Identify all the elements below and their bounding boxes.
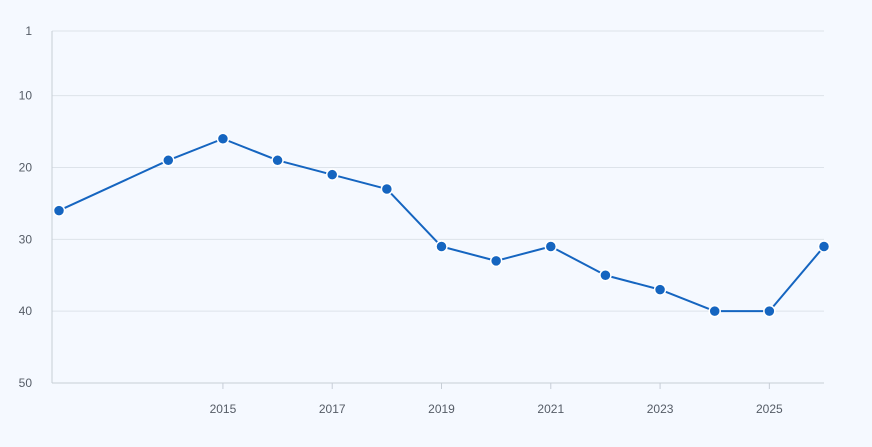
- x-tick-label: 2021: [537, 402, 564, 416]
- axes: [51, 31, 824, 389]
- data-point: [435, 240, 448, 253]
- data-point: [599, 268, 612, 282]
- x-tick-label: 2015: [210, 402, 237, 416]
- grid-lines: [52, 30, 824, 312]
- y-axis-tick-labels: 1 10 20 30 40 50: [19, 24, 33, 390]
- data-point: [271, 154, 284, 167]
- data-point: [544, 240, 558, 253]
- x-tick-label: 2017: [319, 402, 346, 416]
- y-tick-label: 10: [19, 89, 33, 103]
- data-point: [52, 204, 66, 217]
- series-line: [58, 137, 825, 313]
- x-tick-label: 2025: [756, 402, 783, 416]
- x-tick-label: 2019: [428, 402, 455, 416]
- data-point: [489, 254, 503, 268]
- data-point: [325, 168, 339, 181]
- y-tick-label: 50: [19, 376, 33, 390]
- y-tick-label: 40: [19, 304, 33, 318]
- series-0: [52, 132, 831, 318]
- data-point: [763, 304, 776, 318]
- x-tick-label: 2023: [647, 402, 674, 416]
- data-point: [708, 304, 721, 318]
- series: [52, 132, 831, 318]
- y-tick-label: 30: [19, 232, 33, 246]
- data-point: [162, 154, 175, 167]
- y-tick-label: 1: [25, 24, 32, 38]
- x-axis-tick-labels: 2015 2017 2019 2021 2023 2025: [210, 402, 783, 416]
- data-point: [817, 240, 831, 253]
- data-point: [380, 182, 394, 196]
- data-point: [216, 132, 230, 146]
- data-point: [653, 283, 667, 296]
- y-tick-label: 20: [19, 160, 33, 174]
